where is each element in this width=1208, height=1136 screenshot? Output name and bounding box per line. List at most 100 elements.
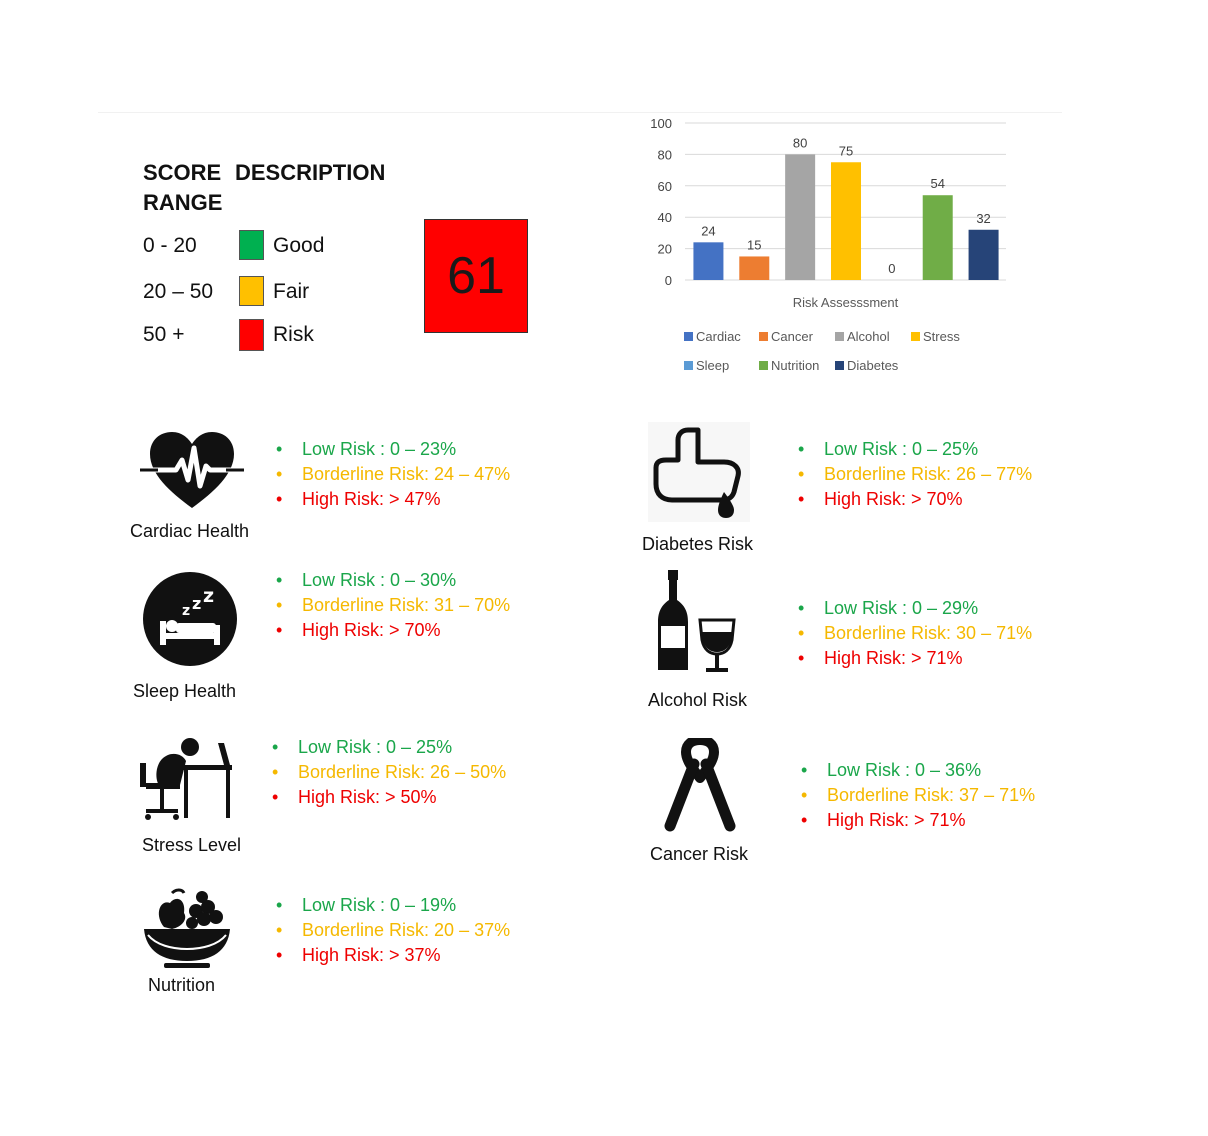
high-risk-range: High Risk: > 50% xyxy=(272,785,506,810)
bar-value-label: 80 xyxy=(793,135,807,150)
low-risk-range: Low Risk : 0 – 25% xyxy=(798,437,1032,462)
legend-swatch-good xyxy=(239,230,264,260)
bar-value-label: 75 xyxy=(839,143,853,158)
legend-swatch-sleep xyxy=(684,361,693,370)
borderline-risk-range: Borderline Risk: 26 – 77% xyxy=(798,462,1032,487)
legend-label: Good xyxy=(273,234,325,257)
bar-value-label: 32 xyxy=(976,211,990,226)
risk-card-stress: Stress Level Low Risk : 0 – 25% Borderli… xyxy=(120,733,540,863)
svg-text:z: z xyxy=(203,585,214,607)
bar-value-label: 24 xyxy=(701,223,715,238)
bar-cancer xyxy=(739,256,770,280)
overall-score-box: 61 xyxy=(424,219,528,333)
risk-levels: Low Risk : 0 – 25% Borderline Risk: 26 –… xyxy=(272,735,506,810)
low-risk-range: Low Risk : 0 – 25% xyxy=(272,735,506,760)
legend-label-cancer: Cancer xyxy=(771,329,814,344)
legend-swatch-alcohol xyxy=(835,332,844,341)
risk-card-diabetes: Diabetes Risk Low Risk : 0 – 25% Borderl… xyxy=(630,420,1070,560)
legend-swatch-stress xyxy=(911,332,920,341)
risk-card-nutrition: Nutrition Low Risk : 0 – 19% Borderline … xyxy=(120,885,540,1005)
finger-blood-drop-icon xyxy=(648,422,750,522)
bar-diabetes xyxy=(968,229,999,280)
legend-label: Risk xyxy=(273,323,314,346)
risk-name: Cancer Risk xyxy=(650,844,749,864)
risk-assessment-chart: 0 20 40 60 80 100 24 15 80 75 0 54 32 Risk Assesssmen… xyxy=(650,116,1006,373)
risk-name: Cardiac Health xyxy=(130,521,250,541)
risk-card-alcohol: Alcohol Risk Low Risk : 0 – 29% Borderli… xyxy=(630,570,1070,720)
legend-label-sleep: Sleep xyxy=(696,358,729,373)
legend-swatch-fair xyxy=(239,276,264,306)
legend-row-risk: 50 + Risk xyxy=(143,319,403,353)
risk-name: Diabetes Risk xyxy=(642,534,754,554)
bar-value-label: 54 xyxy=(930,176,944,191)
borderline-risk-range: Borderline Risk: 30 – 71% xyxy=(798,621,1032,646)
risk-card-cardiac: Cardiac Health Low Risk : 0 – 23% Border… xyxy=(120,425,540,545)
low-risk-range: Low Risk : 0 – 36% xyxy=(801,758,1035,783)
y-tick-label: 40 xyxy=(658,210,672,225)
stressed-person-desk-icon xyxy=(140,738,232,820)
bar-cardiac xyxy=(693,242,724,280)
top-divider xyxy=(98,112,1062,113)
legend-range: 50 + xyxy=(143,323,185,346)
legend-label-alcohol: Alcohol xyxy=(847,329,890,344)
bar-value-label: 0 xyxy=(888,261,895,276)
legend-label-nutrition: Nutrition xyxy=(771,358,819,373)
risk-name: Alcohol Risk xyxy=(648,690,748,710)
legend-range: 0 - 20 xyxy=(143,234,197,257)
risk-name: Nutrition xyxy=(148,975,216,995)
wine-bottle-glass-icon xyxy=(658,570,736,672)
fruit-bowl-icon xyxy=(144,888,230,968)
risk-card-sleep: z z z Sleep Health Low Risk : 0 – 30% Bo… xyxy=(120,565,540,705)
x-axis-label: Risk Assesssment xyxy=(793,295,899,310)
awareness-ribbon-icon xyxy=(664,738,736,832)
y-tick-label: 60 xyxy=(658,179,672,194)
risk-levels: Low Risk : 0 – 23% Borderline Risk: 24 –… xyxy=(276,437,510,512)
legend-swatch-cancer xyxy=(759,332,768,341)
legend-swatch-diabetes xyxy=(835,361,844,370)
risk-card-cancer: Cancer Risk Low Risk : 0 – 36% Borderlin… xyxy=(630,738,1070,878)
risk-name: Stress Level xyxy=(142,835,242,855)
bar-stress xyxy=(831,162,861,280)
bar-nutrition xyxy=(922,195,953,280)
borderline-risk-range: Borderline Risk: 37 – 71% xyxy=(801,783,1035,808)
legend-row-fair: 20 – 50 Fair xyxy=(143,276,403,310)
high-risk-range: High Risk: > 70% xyxy=(798,487,1032,512)
legend-row-good: 0 - 20 Good xyxy=(143,230,403,264)
heart-pulse-icon xyxy=(140,432,244,508)
legend-label-cardiac: Cardiac xyxy=(696,329,741,344)
legend-label-stress: Stress xyxy=(923,329,960,344)
risk-levels: Low Risk : 0 – 25% Borderline Risk: 26 –… xyxy=(798,437,1032,512)
legend-range: 20 – 50 xyxy=(143,280,214,303)
sleep-bed-icon: z z z xyxy=(143,572,237,666)
bar-value-label: 15 xyxy=(747,237,761,252)
y-tick-label: 80 xyxy=(658,147,672,162)
borderline-risk-range: Borderline Risk: 20 – 37% xyxy=(276,918,510,943)
low-risk-range: Low Risk : 0 – 30% xyxy=(276,568,510,593)
borderline-risk-range: Borderline Risk: 31 – 70% xyxy=(276,593,510,618)
y-tick-label: 20 xyxy=(658,242,672,257)
high-risk-range: High Risk: > 47% xyxy=(276,487,510,512)
legend-label-diabetes: Diabetes xyxy=(847,358,899,373)
high-risk-range: High Risk: > 37% xyxy=(276,943,510,968)
risk-levels: Low Risk : 0 – 19% Borderline Risk: 20 –… xyxy=(276,893,510,968)
header-score-range: SCORE RANGE xyxy=(143,160,223,215)
borderline-risk-range: Borderline Risk: 26 – 50% xyxy=(272,760,506,785)
legend-swatch-nutrition xyxy=(759,361,768,370)
header-description: DESCRIPTION xyxy=(235,160,386,185)
high-risk-range: High Risk: > 70% xyxy=(276,618,510,643)
borderline-risk-range: Borderline Risk: 24 – 47% xyxy=(276,462,510,487)
legend-swatch-cardiac xyxy=(684,332,693,341)
bar-alcohol xyxy=(785,154,816,280)
score-legend: SCORE RANGE DESCRIPTION 0 - 20 Good 20 –… xyxy=(143,158,403,358)
low-risk-range: Low Risk : 0 – 23% xyxy=(276,437,510,462)
legend-swatch-risk xyxy=(239,319,264,351)
risk-levels: Low Risk : 0 – 30% Borderline Risk: 31 –… xyxy=(276,568,510,643)
risk-levels: Low Risk : 0 – 29% Borderline Risk: 30 –… xyxy=(798,596,1032,671)
high-risk-range: High Risk: > 71% xyxy=(798,646,1032,671)
low-risk-range: Low Risk : 0 – 29% xyxy=(798,596,1032,621)
risk-name: Sleep Health xyxy=(133,681,237,701)
y-tick-label: 0 xyxy=(665,273,672,288)
legend-label: Fair xyxy=(273,280,310,303)
high-risk-range: High Risk: > 71% xyxy=(801,808,1035,833)
y-tick-label: 100 xyxy=(650,116,672,131)
